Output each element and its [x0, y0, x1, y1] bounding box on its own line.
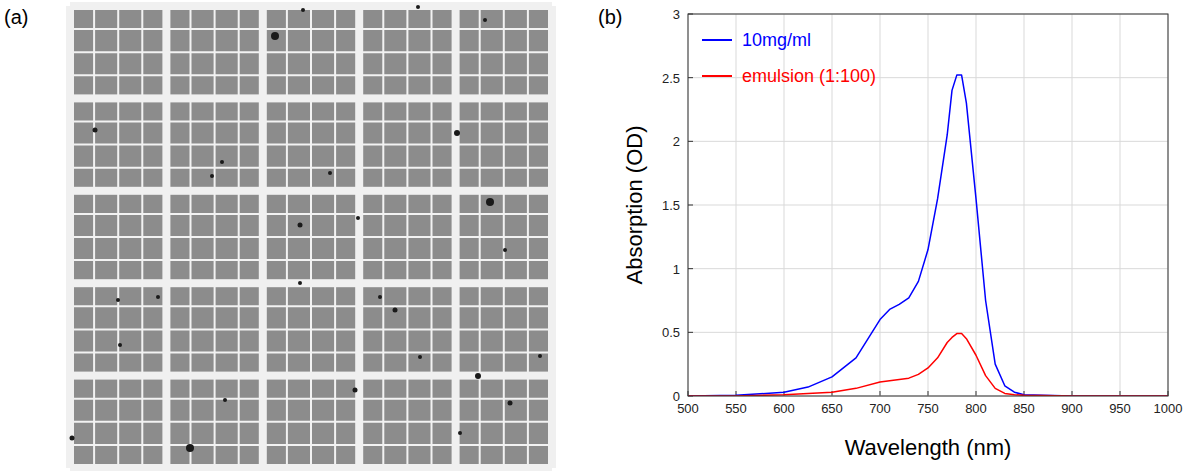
droplet	[118, 343, 122, 347]
grid-band	[70, 187, 552, 195]
droplet	[93, 128, 98, 133]
tick-label: 1	[673, 262, 680, 277]
tick-label: 2.5	[662, 71, 680, 86]
series-line	[688, 75, 1168, 396]
droplet	[393, 308, 398, 313]
tick-label: 900	[1061, 401, 1083, 416]
droplet	[508, 401, 513, 406]
grid-band	[162, 6, 170, 468]
page: {"panels": [{"label": "(a)"}, {"label": …	[0, 0, 1194, 471]
grid-band	[66, 6, 74, 468]
tick-mark	[688, 332, 693, 333]
legend-label: 10mg/ml	[742, 30, 811, 50]
legend-swatch	[702, 75, 732, 77]
panel-label: (a)	[4, 6, 28, 28]
droplet	[418, 355, 422, 359]
tick-label: 700	[869, 401, 891, 416]
panel-label: (b)	[598, 6, 622, 28]
droplet	[416, 5, 420, 9]
droplet	[301, 8, 305, 12]
tick-label: 0	[673, 389, 680, 404]
grid-band	[452, 6, 460, 468]
grid-line	[688, 332, 1168, 333]
grid-line	[688, 268, 1168, 269]
droplet	[298, 223, 303, 228]
droplet	[328, 171, 332, 175]
droplet	[223, 398, 227, 402]
series-group	[688, 75, 1168, 396]
grid-band	[70, 2, 552, 10]
grid-band	[70, 372, 552, 380]
grid-band	[70, 94, 552, 102]
grid-line	[688, 141, 1168, 142]
tick-label: 950	[1109, 401, 1131, 416]
tick-label: 750	[917, 401, 939, 416]
grid-line-fine	[70, 444, 552, 446]
tick-mark	[688, 141, 693, 142]
droplet	[298, 281, 302, 285]
tick-label: 500	[677, 401, 699, 416]
grid-band	[70, 279, 552, 287]
tick-mark	[880, 391, 881, 396]
droplet	[356, 216, 360, 220]
plot-frame	[688, 14, 1168, 396]
tick-label: 600	[773, 401, 795, 416]
grid-band	[355, 6, 363, 468]
droplet	[70, 436, 75, 441]
droplet	[538, 354, 542, 358]
chart: 500 550 600 650 700 750 800 850 900 950 1000 0 0.5 1 1…	[622, 7, 1182, 460]
grid-line-fine	[527, 6, 529, 468]
series-line	[688, 334, 1168, 396]
droplet	[486, 198, 494, 206]
tick-label: 1000	[1154, 401, 1183, 416]
tick-label: 850	[1013, 401, 1035, 416]
tick-mark	[688, 205, 693, 206]
tick-label: 0.5	[662, 325, 680, 340]
droplet	[210, 174, 214, 178]
tick-mark	[928, 391, 929, 396]
droplet	[220, 160, 224, 164]
axis-title: Absorption (OD)	[622, 126, 647, 285]
tick-mark	[976, 391, 977, 396]
droplet	[271, 32, 279, 40]
droplet	[116, 298, 120, 302]
droplet	[378, 295, 382, 299]
droplet	[483, 18, 487, 22]
tick-label: 800	[965, 401, 987, 416]
tick-label: 3	[673, 7, 680, 22]
droplet	[156, 295, 160, 299]
tick-mark	[688, 268, 693, 269]
droplet	[475, 373, 481, 379]
figure: (a) (b) 500 550 600 650 700 750 800 850 900 950 1000…	[0, 0, 1194, 471]
micrograph	[66, 2, 556, 471]
legend-swatch	[702, 39, 732, 41]
plot-area	[688, 14, 1168, 396]
grid-line-fine	[70, 398, 552, 400]
tick-label: 550	[725, 401, 747, 416]
droplet	[458, 431, 462, 435]
tick-mark	[688, 77, 693, 78]
grid-band	[548, 6, 556, 468]
droplet	[454, 130, 460, 136]
grid-line	[688, 205, 1168, 206]
legend-label: emulsion (1:100)	[742, 66, 876, 86]
micrograph-background	[70, 6, 552, 468]
droplet	[186, 444, 194, 452]
grid-line-fine	[503, 6, 505, 468]
tick-label: 650	[821, 401, 843, 416]
grid-line-fine	[70, 421, 552, 423]
legend: 10mg/ml emulsion (1:100)	[702, 30, 876, 86]
grid-band	[70, 464, 552, 471]
tick-label: 2	[673, 134, 680, 149]
tick-label: 1.5	[662, 198, 680, 213]
droplet	[503, 248, 507, 252]
grid-band	[259, 6, 267, 468]
axis-title: Wavelength (nm)	[845, 435, 1012, 460]
droplet	[353, 388, 358, 393]
